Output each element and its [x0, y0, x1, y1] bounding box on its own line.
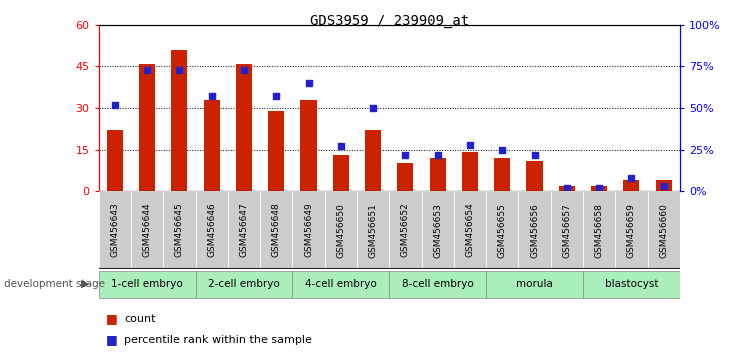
Bar [171, 50, 187, 191]
Bar [236, 64, 252, 191]
Text: GSM456656: GSM456656 [530, 202, 539, 258]
Bar [163, 191, 195, 269]
Point [238, 67, 250, 73]
Bar [99, 191, 131, 269]
Bar [292, 270, 389, 298]
Bar [300, 99, 317, 191]
Text: development stage: development stage [4, 279, 105, 289]
Bar [195, 191, 228, 269]
Bar [550, 191, 583, 269]
Bar [526, 161, 542, 191]
Text: GSM456649: GSM456649 [304, 203, 313, 257]
Bar [268, 111, 284, 191]
Text: morula: morula [516, 279, 553, 289]
Point [432, 152, 444, 158]
Text: GSM456651: GSM456651 [368, 202, 378, 258]
Text: percentile rank within the sample: percentile rank within the sample [124, 335, 312, 345]
Text: GSM456655: GSM456655 [498, 202, 507, 258]
Text: GSM456653: GSM456653 [433, 202, 442, 258]
Point [206, 93, 218, 99]
Bar [325, 191, 357, 269]
Bar [204, 99, 220, 191]
Text: GSM456654: GSM456654 [466, 203, 474, 257]
Bar [365, 130, 381, 191]
Bar [195, 270, 292, 298]
Bar [107, 130, 123, 191]
Point [335, 143, 346, 149]
Text: GSM456660: GSM456660 [659, 202, 668, 258]
Point [400, 152, 412, 158]
Point [594, 185, 605, 191]
Text: ■: ■ [106, 312, 118, 325]
Bar [99, 270, 195, 298]
Bar [389, 270, 486, 298]
Text: GSM456645: GSM456645 [175, 203, 184, 257]
Bar [591, 185, 607, 191]
Text: ■: ■ [106, 333, 118, 346]
Point [303, 80, 314, 86]
Text: 8-cell embryo: 8-cell embryo [402, 279, 474, 289]
Text: 4-cell embryo: 4-cell embryo [305, 279, 376, 289]
Text: blastocyst: blastocyst [605, 279, 658, 289]
Text: ▶: ▶ [81, 279, 90, 289]
Text: GSM456644: GSM456644 [143, 203, 151, 257]
Bar [131, 191, 163, 269]
Bar [624, 180, 640, 191]
Point [561, 185, 572, 191]
Bar [558, 185, 575, 191]
Bar [398, 164, 414, 191]
Text: GSM456648: GSM456648 [272, 203, 281, 257]
Point [367, 105, 379, 111]
Text: GSM456657: GSM456657 [562, 202, 572, 258]
Text: GSM456647: GSM456647 [240, 203, 249, 257]
Bar [616, 191, 648, 269]
Point [496, 147, 508, 152]
Bar [389, 191, 422, 269]
Bar [518, 191, 550, 269]
Point [626, 175, 637, 181]
Bar [357, 191, 389, 269]
Text: GSM456658: GSM456658 [594, 202, 604, 258]
Text: GSM456652: GSM456652 [401, 203, 410, 257]
Bar [583, 270, 680, 298]
Bar [486, 270, 583, 298]
Bar [292, 191, 325, 269]
Text: GSM456650: GSM456650 [336, 202, 345, 258]
Bar [583, 191, 616, 269]
Bar [333, 155, 349, 191]
Bar [454, 191, 486, 269]
Text: GSM456643: GSM456643 [110, 203, 119, 257]
Bar [486, 191, 518, 269]
Bar [430, 158, 446, 191]
Text: GSM456646: GSM456646 [207, 203, 216, 257]
Bar [462, 152, 478, 191]
Bar [260, 191, 292, 269]
Bar [139, 64, 155, 191]
Bar [656, 180, 672, 191]
Text: 2-cell embryo: 2-cell embryo [208, 279, 280, 289]
Text: GDS3959 / 239909_at: GDS3959 / 239909_at [310, 14, 469, 28]
Point [109, 102, 121, 108]
Bar [422, 191, 454, 269]
Point [658, 183, 670, 189]
Point [464, 142, 476, 147]
Text: count: count [124, 314, 156, 324]
Bar [228, 191, 260, 269]
Bar [648, 191, 680, 269]
Point [529, 152, 540, 158]
Bar [494, 158, 510, 191]
Point [173, 67, 185, 73]
Text: 1-cell embryo: 1-cell embryo [111, 279, 183, 289]
Point [270, 93, 282, 99]
Point [141, 67, 153, 73]
Text: GSM456659: GSM456659 [627, 202, 636, 258]
